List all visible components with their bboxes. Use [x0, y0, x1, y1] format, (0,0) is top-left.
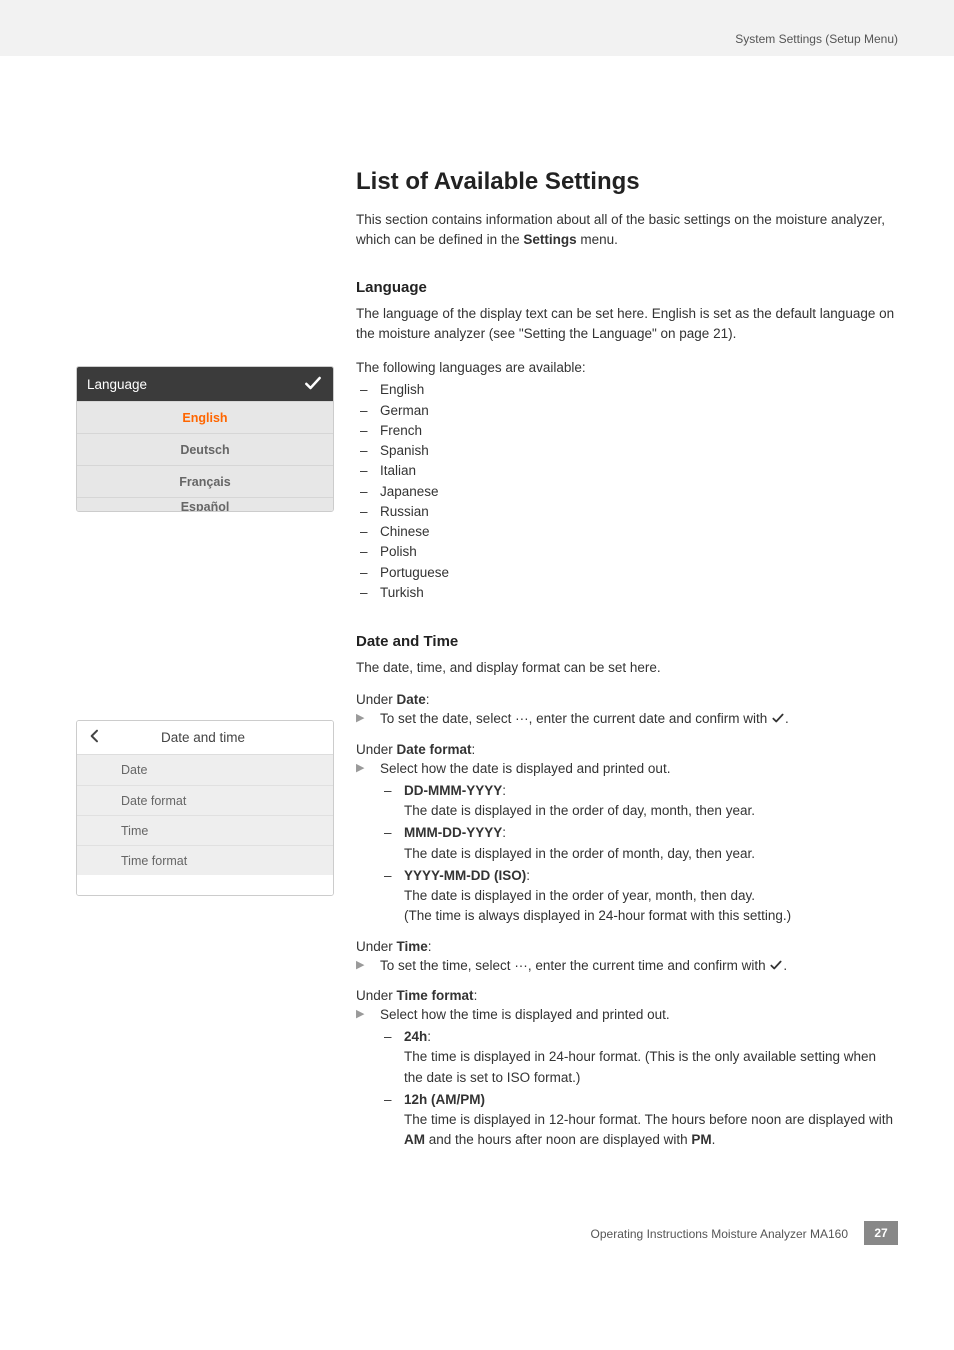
language-card: Language English Deutsch Français Españo… — [76, 366, 334, 512]
datetime-heading: Date and Time — [356, 633, 898, 650]
time-step: To set the time, select ···, enter the c… — [356, 956, 898, 976]
timefmt-list: 24h:The time is displayed in 24-hour for… — [380, 1027, 898, 1151]
running-head: System Settings (Setup Menu) — [735, 32, 898, 46]
datetime-intro: The date, time, and display format can b… — [356, 658, 898, 678]
footer-text: Operating Instructions Moisture Analyzer… — [591, 1227, 848, 1241]
datetime-card-title: Date and time — [103, 730, 323, 745]
under-date-head: Under Date: — [356, 692, 898, 707]
more-icon: ··· — [515, 711, 529, 726]
datetime-row-time-format[interactable]: Time format — [77, 845, 333, 875]
back-icon[interactable] — [87, 728, 103, 747]
under-timefmt-head: Under Time format: — [356, 988, 898, 1003]
datetime-row-date[interactable]: Date — [77, 755, 333, 785]
datefmt-list: DD-MMM-YYYY:The date is displayed in the… — [380, 781, 898, 927]
lang-item: Spanish — [356, 441, 898, 461]
language-p2: The following languages are available: — [356, 358, 898, 378]
language-heading: Language — [356, 279, 898, 296]
confirm-icon[interactable] — [303, 373, 323, 396]
datefmt-item: YYYY-MM-DD (ISO):The date is displayed i… — [380, 866, 898, 927]
lang-item: Polish — [356, 542, 898, 562]
language-option-espanol[interactable]: Español — [77, 497, 333, 511]
more-icon: ··· — [514, 958, 528, 973]
lang-item: English — [356, 380, 898, 400]
lang-item: Italian — [356, 461, 898, 481]
lang-item: French — [356, 421, 898, 441]
datetime-card: Date and time Date Date format Time Time… — [76, 720, 334, 896]
lang-item: Turkish — [356, 583, 898, 603]
language-list: English German French Spanish Italian Ja… — [356, 380, 898, 603]
check-icon — [771, 711, 785, 725]
page-number: 27 — [864, 1221, 898, 1245]
timefmt-item: 12h (AM/PM)The time is displayed in 12-h… — [380, 1090, 898, 1151]
language-p1: The language of the display text can be … — [356, 304, 898, 345]
lang-item: Russian — [356, 502, 898, 522]
under-datefmt-head: Under Date format: — [356, 742, 898, 757]
language-card-title-bar: Language — [77, 367, 333, 401]
check-icon — [769, 958, 783, 972]
language-option-english[interactable]: English — [77, 401, 333, 433]
lang-item: Japanese — [356, 482, 898, 502]
datetime-row-time[interactable]: Time — [77, 815, 333, 845]
datefmt-item: MMM-DD-YYYY:The date is displayed in the… — [380, 823, 898, 864]
intro-paragraph: This section contains information about … — [356, 210, 898, 251]
datefmt-item: DD-MMM-YYYY:The date is displayed in the… — [380, 781, 898, 822]
lang-item: German — [356, 401, 898, 421]
datetime-row-date-format[interactable]: Date format — [77, 785, 333, 815]
timefmt-item: 24h:The time is displayed in 24-hour for… — [380, 1027, 898, 1088]
language-card-title: Language — [87, 377, 147, 392]
timefmt-step: Select how the time is displayed and pri… — [356, 1005, 898, 1025]
lang-item: Chinese — [356, 522, 898, 542]
date-step: To set the date, select ···, enter the c… — [356, 709, 898, 729]
datetime-card-title-bar: Date and time — [77, 721, 333, 755]
under-time-head: Under Time: — [356, 939, 898, 954]
lang-item: Portuguese — [356, 563, 898, 583]
page-title: List of Available Settings — [356, 168, 898, 196]
datefmt-step: Select how the date is displayed and pri… — [356, 759, 898, 779]
language-option-francais[interactable]: Français — [77, 465, 333, 497]
language-option-deutsch[interactable]: Deutsch — [77, 433, 333, 465]
